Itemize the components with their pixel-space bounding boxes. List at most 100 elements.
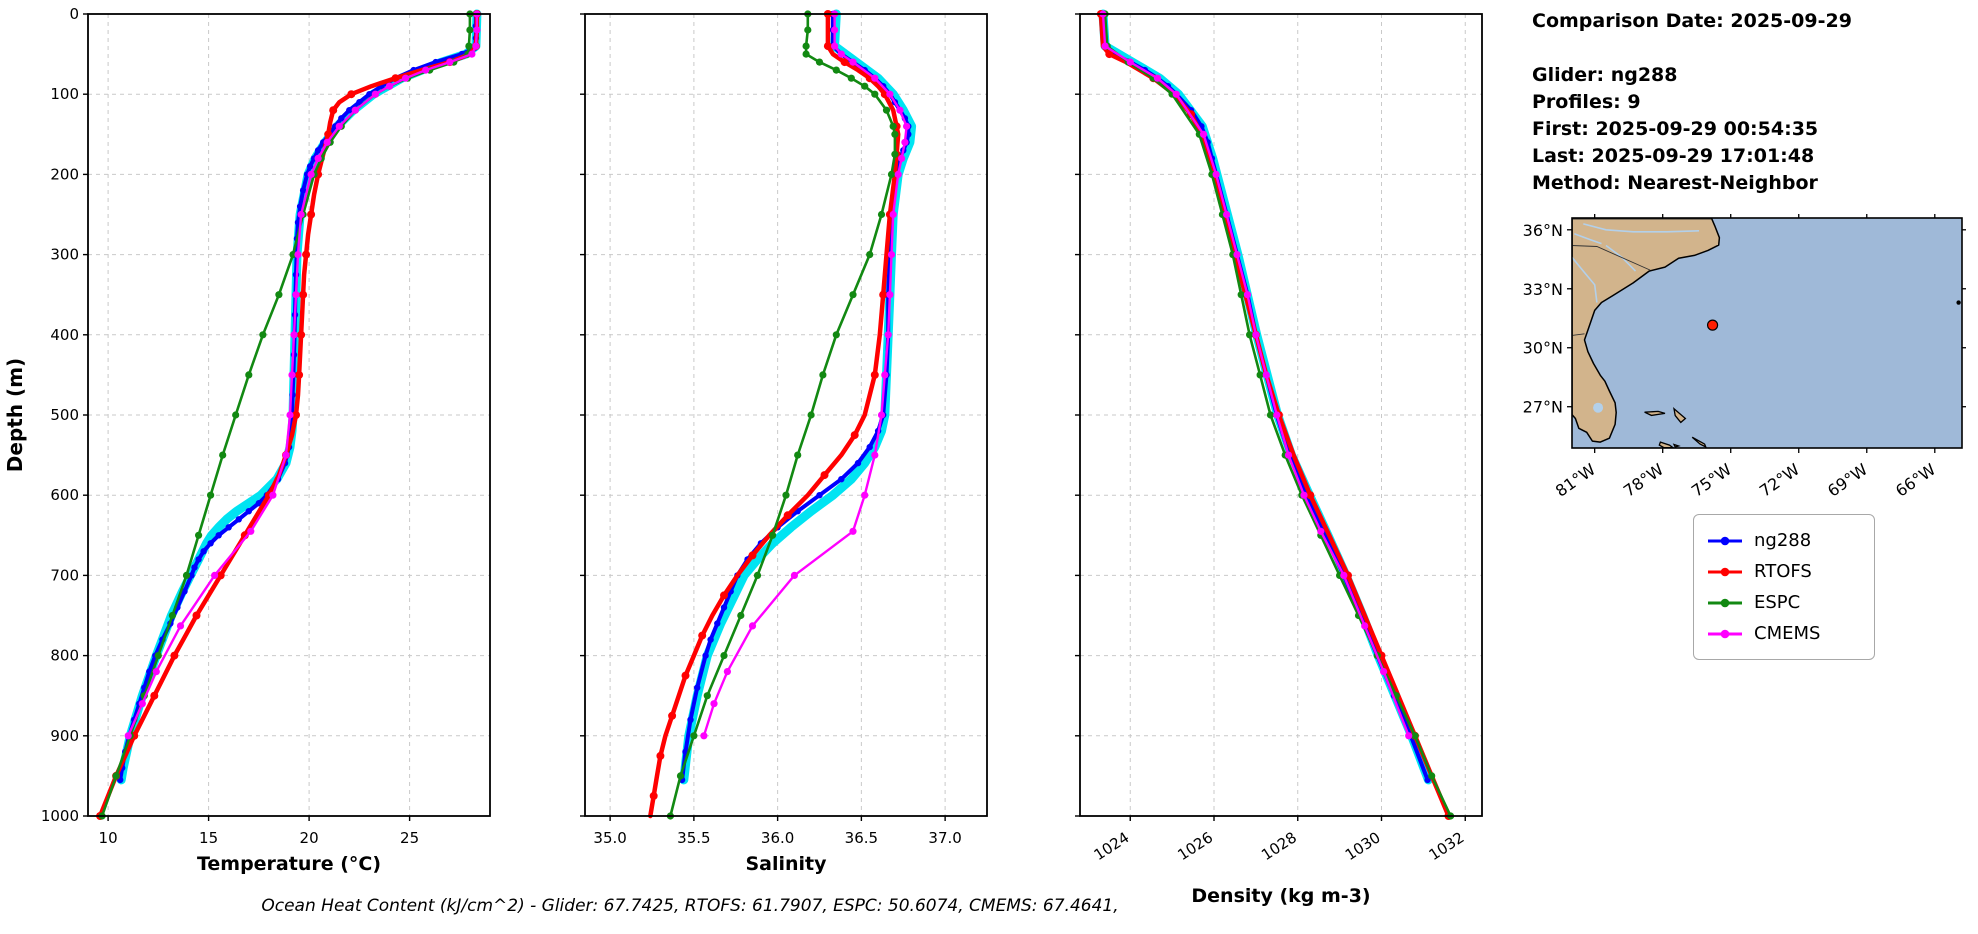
- marker-CMEMS: [468, 50, 476, 58]
- series-RTOFS: [97, 11, 480, 819]
- marker-ESPC: [847, 74, 855, 82]
- marker-CMEMS: [1405, 732, 1413, 740]
- marker-ng288: [866, 443, 873, 451]
- marker-ESPC: [737, 611, 745, 620]
- marker-RTOFS: [292, 411, 300, 419]
- marker-RTOFS: [1105, 50, 1114, 59]
- ocean-heat-content-caption: Ocean Heat Content (kJ/cm^2) - Glider: 6…: [261, 896, 1119, 916]
- profile-charts-canvas: 10 15 20 25 0 100 200 300 400 500 600 700 800 900 1000…: [3, 5, 1483, 907]
- marker-ng288: [314, 147, 322, 154]
- map-lon-tick-label: 72°W: [1756, 460, 1803, 501]
- marker-RTOFS: [698, 631, 707, 640]
- x-tick-label: 25: [400, 829, 419, 847]
- y-tick-label: 500: [50, 406, 79, 424]
- marker-CMEMS: [700, 732, 708, 740]
- y-tick-label: 700: [50, 566, 79, 584]
- marker-CMEMS: [1223, 210, 1231, 219]
- series-RTOFS: [648, 11, 901, 819]
- marker-CMEMS: [898, 154, 906, 162]
- marker-CMEMS: [831, 26, 839, 34]
- marker-CMEMS: [861, 491, 869, 499]
- island: [1673, 407, 1687, 424]
- marker-ESPC: [861, 82, 869, 90]
- marker-ESPC: [703, 692, 711, 700]
- marker-CMEMS: [1212, 170, 1220, 178]
- marker-RTOFS: [329, 106, 338, 115]
- marker-CMEMS: [903, 122, 911, 130]
- marker-CMEMS: [402, 74, 410, 82]
- x-tick-label: 35.5: [677, 829, 710, 847]
- marker-ESPC: [275, 291, 283, 299]
- marker-RTOFS: [668, 711, 677, 720]
- x-tick-label: 1026: [1174, 828, 1216, 864]
- marker-ng288: [215, 532, 222, 539]
- island: [1672, 443, 1681, 448]
- x-tick-label: 1028: [1258, 828, 1300, 864]
- map-frame: [1571, 217, 1963, 449]
- marker-ng288: [245, 508, 252, 515]
- marker-ESPC: [182, 571, 191, 580]
- lake: [1593, 402, 1604, 413]
- legend-item-ng288: ng288: [1706, 525, 1856, 556]
- x-tick-label: 36.0: [761, 829, 794, 847]
- marker-CMEMS: [1233, 251, 1241, 259]
- marker-CMEMS: [748, 622, 757, 630]
- marker-RTOFS: [656, 751, 665, 760]
- river: [1583, 223, 1700, 233]
- marker-CMEMS: [323, 138, 331, 146]
- marker-ng288: [720, 604, 728, 611]
- x-tick-label: 1030: [1342, 828, 1384, 864]
- x-axis-label: Density (kg m-3): [1191, 885, 1370, 907]
- marker-ESPC: [154, 652, 162, 660]
- marker-CMEMS: [896, 106, 904, 114]
- marker-CMEMS: [473, 26, 481, 34]
- y-tick-label: 1000: [41, 807, 79, 825]
- marker-ESPC: [676, 772, 685, 780]
- marker-ng288: [356, 99, 363, 106]
- marker-RTOFS: [170, 651, 179, 660]
- marker-ESPC: [207, 491, 215, 499]
- marker-CMEMS: [1300, 491, 1308, 499]
- x-tick-label: 36.5: [845, 829, 878, 847]
- marker-ESPC: [877, 210, 886, 219]
- marker-CMEMS: [886, 90, 894, 98]
- river: [1572, 256, 1598, 303]
- marker-ESPC: [1428, 772, 1436, 780]
- marker-ESPC: [832, 331, 840, 339]
- marker-RTOFS: [850, 431, 859, 440]
- marker-ESPC: [887, 170, 896, 178]
- marker-CMEMS: [371, 90, 379, 98]
- marker-ESPC: [871, 90, 879, 98]
- marker-CMEMS: [877, 411, 886, 419]
- marker-ng288: [346, 107, 353, 114]
- marker-CMEMS: [351, 106, 359, 114]
- x-axis-label: Temperature (°C): [197, 853, 381, 875]
- marker-ESPC: [802, 42, 810, 50]
- marker-ESPC: [466, 26, 474, 34]
- last-profile-time-text: Last: 2025-09-29 17:01:48: [1532, 145, 1815, 167]
- marker-RTOFS: [1306, 491, 1315, 500]
- marker-CMEMS: [1380, 668, 1388, 676]
- map-lon-tick-label: 69°W: [1824, 460, 1871, 501]
- legend-item-rtofs: RTOFS: [1706, 556, 1856, 587]
- y-tick-label: 200: [50, 165, 79, 183]
- marker-RTOFS: [299, 290, 308, 299]
- island: [1644, 410, 1666, 417]
- marker-ESPC: [245, 371, 253, 379]
- marker-RTOFS: [783, 511, 792, 520]
- legend-item-cmems: CMEMS: [1706, 618, 1856, 649]
- marker-RTOFS: [324, 130, 333, 139]
- marker-ng288: [687, 716, 694, 723]
- map-lon-tick-label: 78°W: [1620, 460, 1667, 501]
- marker-RTOFS: [720, 591, 728, 600]
- series-CMEMS: [1101, 12, 1410, 737]
- marker-ESPC: [195, 531, 203, 539]
- marker-ng288: [816, 492, 823, 499]
- river: [1574, 232, 1602, 245]
- marker-ESPC: [804, 26, 812, 34]
- legend-line-marker-icon: [1708, 629, 1742, 638]
- y-tick-label: 600: [50, 486, 79, 504]
- marker-ESPC: [720, 652, 728, 660]
- marker-CMEMS: [894, 170, 902, 178]
- method-text: Method: Nearest-Neighbor: [1532, 172, 1818, 194]
